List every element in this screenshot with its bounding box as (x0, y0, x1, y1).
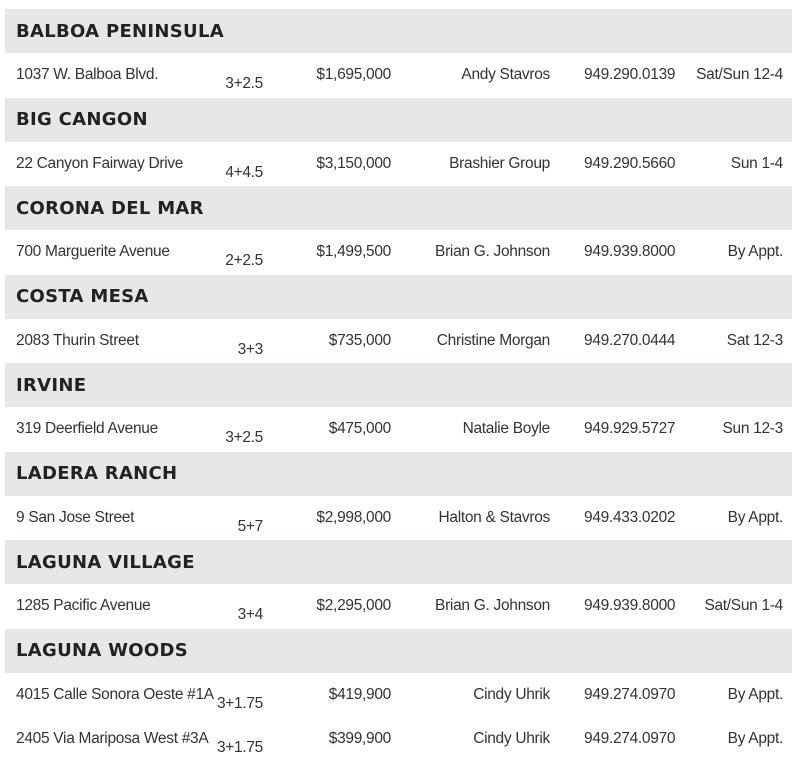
open-house-time: By Appt. (727, 243, 784, 261)
phone: 949.274.0970 (584, 685, 676, 703)
listing-row: 4015 Calle Sonora Oeste #1A 3+1.75 $419,… (5, 673, 792, 718)
phone: 949.433.0202 (584, 508, 676, 526)
open-house-listings: BALBOA PENINSULA 1037 W. Balboa Blvd. 3+2… (5, 9, 792, 762)
section-header: BIG CANGON (5, 97, 792, 142)
beds-baths: 2+2.5 (225, 252, 264, 270)
address: 700 Marguerite Avenue (16, 243, 170, 261)
address: 1285 Pacific Avenue (16, 597, 151, 615)
listing-row: 1285 Pacific Avenue 3+4 $2,295,000 Brian… (5, 584, 792, 629)
open-house-time: Sun 1-4 (730, 154, 784, 172)
beds-baths: 3+4 (237, 606, 264, 624)
phone: 949.290.5660 (584, 154, 676, 172)
listing-row: 22 Canyon Fairway Drive 4+4.5 $3,150,000… (5, 142, 792, 187)
open-house-time: By Appt. (727, 508, 784, 526)
beds-baths: 3+2.5 (225, 75, 264, 93)
listing-row: 2405 Via Mariposa West #3A 3+1.75 $399,9… (5, 717, 792, 762)
beds-baths: 3+1.75 (216, 739, 264, 757)
agent: Cindy Uhrik (473, 685, 550, 703)
open-house-time: Sat/Sun 12-4 (696, 66, 783, 84)
address: 22 Canyon Fairway Drive (16, 154, 184, 172)
price: $2,295,000 (316, 597, 391, 615)
phone: 949.270.0444 (584, 331, 676, 349)
section-header: CORONA DEL MAR (5, 186, 792, 230)
listing-row: 700 Marguerite Avenue 2+2.5 $1,499,500 B… (5, 230, 792, 275)
phone: 949.929.5727 (584, 420, 676, 438)
agent: Cindy Uhrik (473, 730, 550, 748)
agent: Natalie Boyle (462, 420, 551, 438)
open-house-time: By Appt. (727, 685, 784, 703)
agent: Brian G. Johnson (435, 597, 550, 615)
beds-baths: 3+1.75 (216, 694, 264, 712)
agent: Brian G. Johnson (435, 243, 550, 261)
section-header: LADERA RANCH (5, 451, 792, 496)
agent: Halton & Stavros (438, 508, 550, 526)
agent: Andy Stavros (461, 66, 550, 84)
open-house-time: Sat 12-3 (726, 331, 784, 349)
section-header: LAGUNA VILLAGE (5, 540, 792, 584)
listing-row: 2083 Thurin Street 3+3 $735,000 Christin… (5, 319, 792, 364)
price: $419,900 (328, 685, 392, 703)
price: $3,150,000 (316, 154, 391, 172)
listing-row: 1037 W. Balboa Blvd. 3+2.5 $1,695,000 An… (5, 53, 792, 98)
price: $475,000 (328, 420, 392, 438)
phone: 949.290.0139 (584, 66, 676, 84)
price: $1,695,000 (316, 66, 391, 84)
section-header: BALBOA PENINSULA (5, 9, 792, 53)
price: $2,998,000 (316, 508, 391, 526)
phone: 949.939.8000 (584, 597, 676, 615)
address: 2405 Via Mariposa West #3A (16, 730, 209, 748)
address: 2083 Thurin Street (16, 331, 139, 349)
price: $1,499,500 (316, 243, 391, 261)
agent: Christine Morgan (436, 331, 551, 349)
beds-baths: 3+3 (237, 340, 264, 358)
phone: 949.274.0970 (584, 730, 676, 748)
section-header: IRVINE (5, 363, 792, 407)
open-house-time: By Appt. (727, 730, 784, 748)
address: 1037 W. Balboa Blvd. (16, 66, 159, 84)
open-house-time: Sun 12-3 (722, 420, 783, 438)
agent: Brashier Group (449, 154, 550, 172)
section-header: COSTA MESA (5, 274, 792, 319)
address: 4015 Calle Sonora Oeste #1A (16, 685, 214, 703)
open-house-time: Sat/Sun 1-4 (704, 597, 783, 615)
phone: 949.939.8000 (584, 243, 676, 261)
listing-row: 9 San Jose Street 5+7 $2,998,000 Halton … (5, 496, 792, 541)
address: 319 Deerfield Avenue (16, 420, 158, 438)
beds-baths: 3+2.5 (225, 429, 264, 447)
beds-baths: 4+4.5 (225, 163, 264, 181)
listing-row: 319 Deerfield Avenue 3+2.5 $475,000 Nata… (5, 407, 792, 452)
section-header: LAGUNA WOODS (5, 628, 792, 673)
address: 9 San Jose Street (16, 508, 135, 526)
beds-baths: 5+7 (237, 517, 264, 535)
price: $399,900 (328, 730, 392, 748)
price: $735,000 (328, 331, 392, 349)
